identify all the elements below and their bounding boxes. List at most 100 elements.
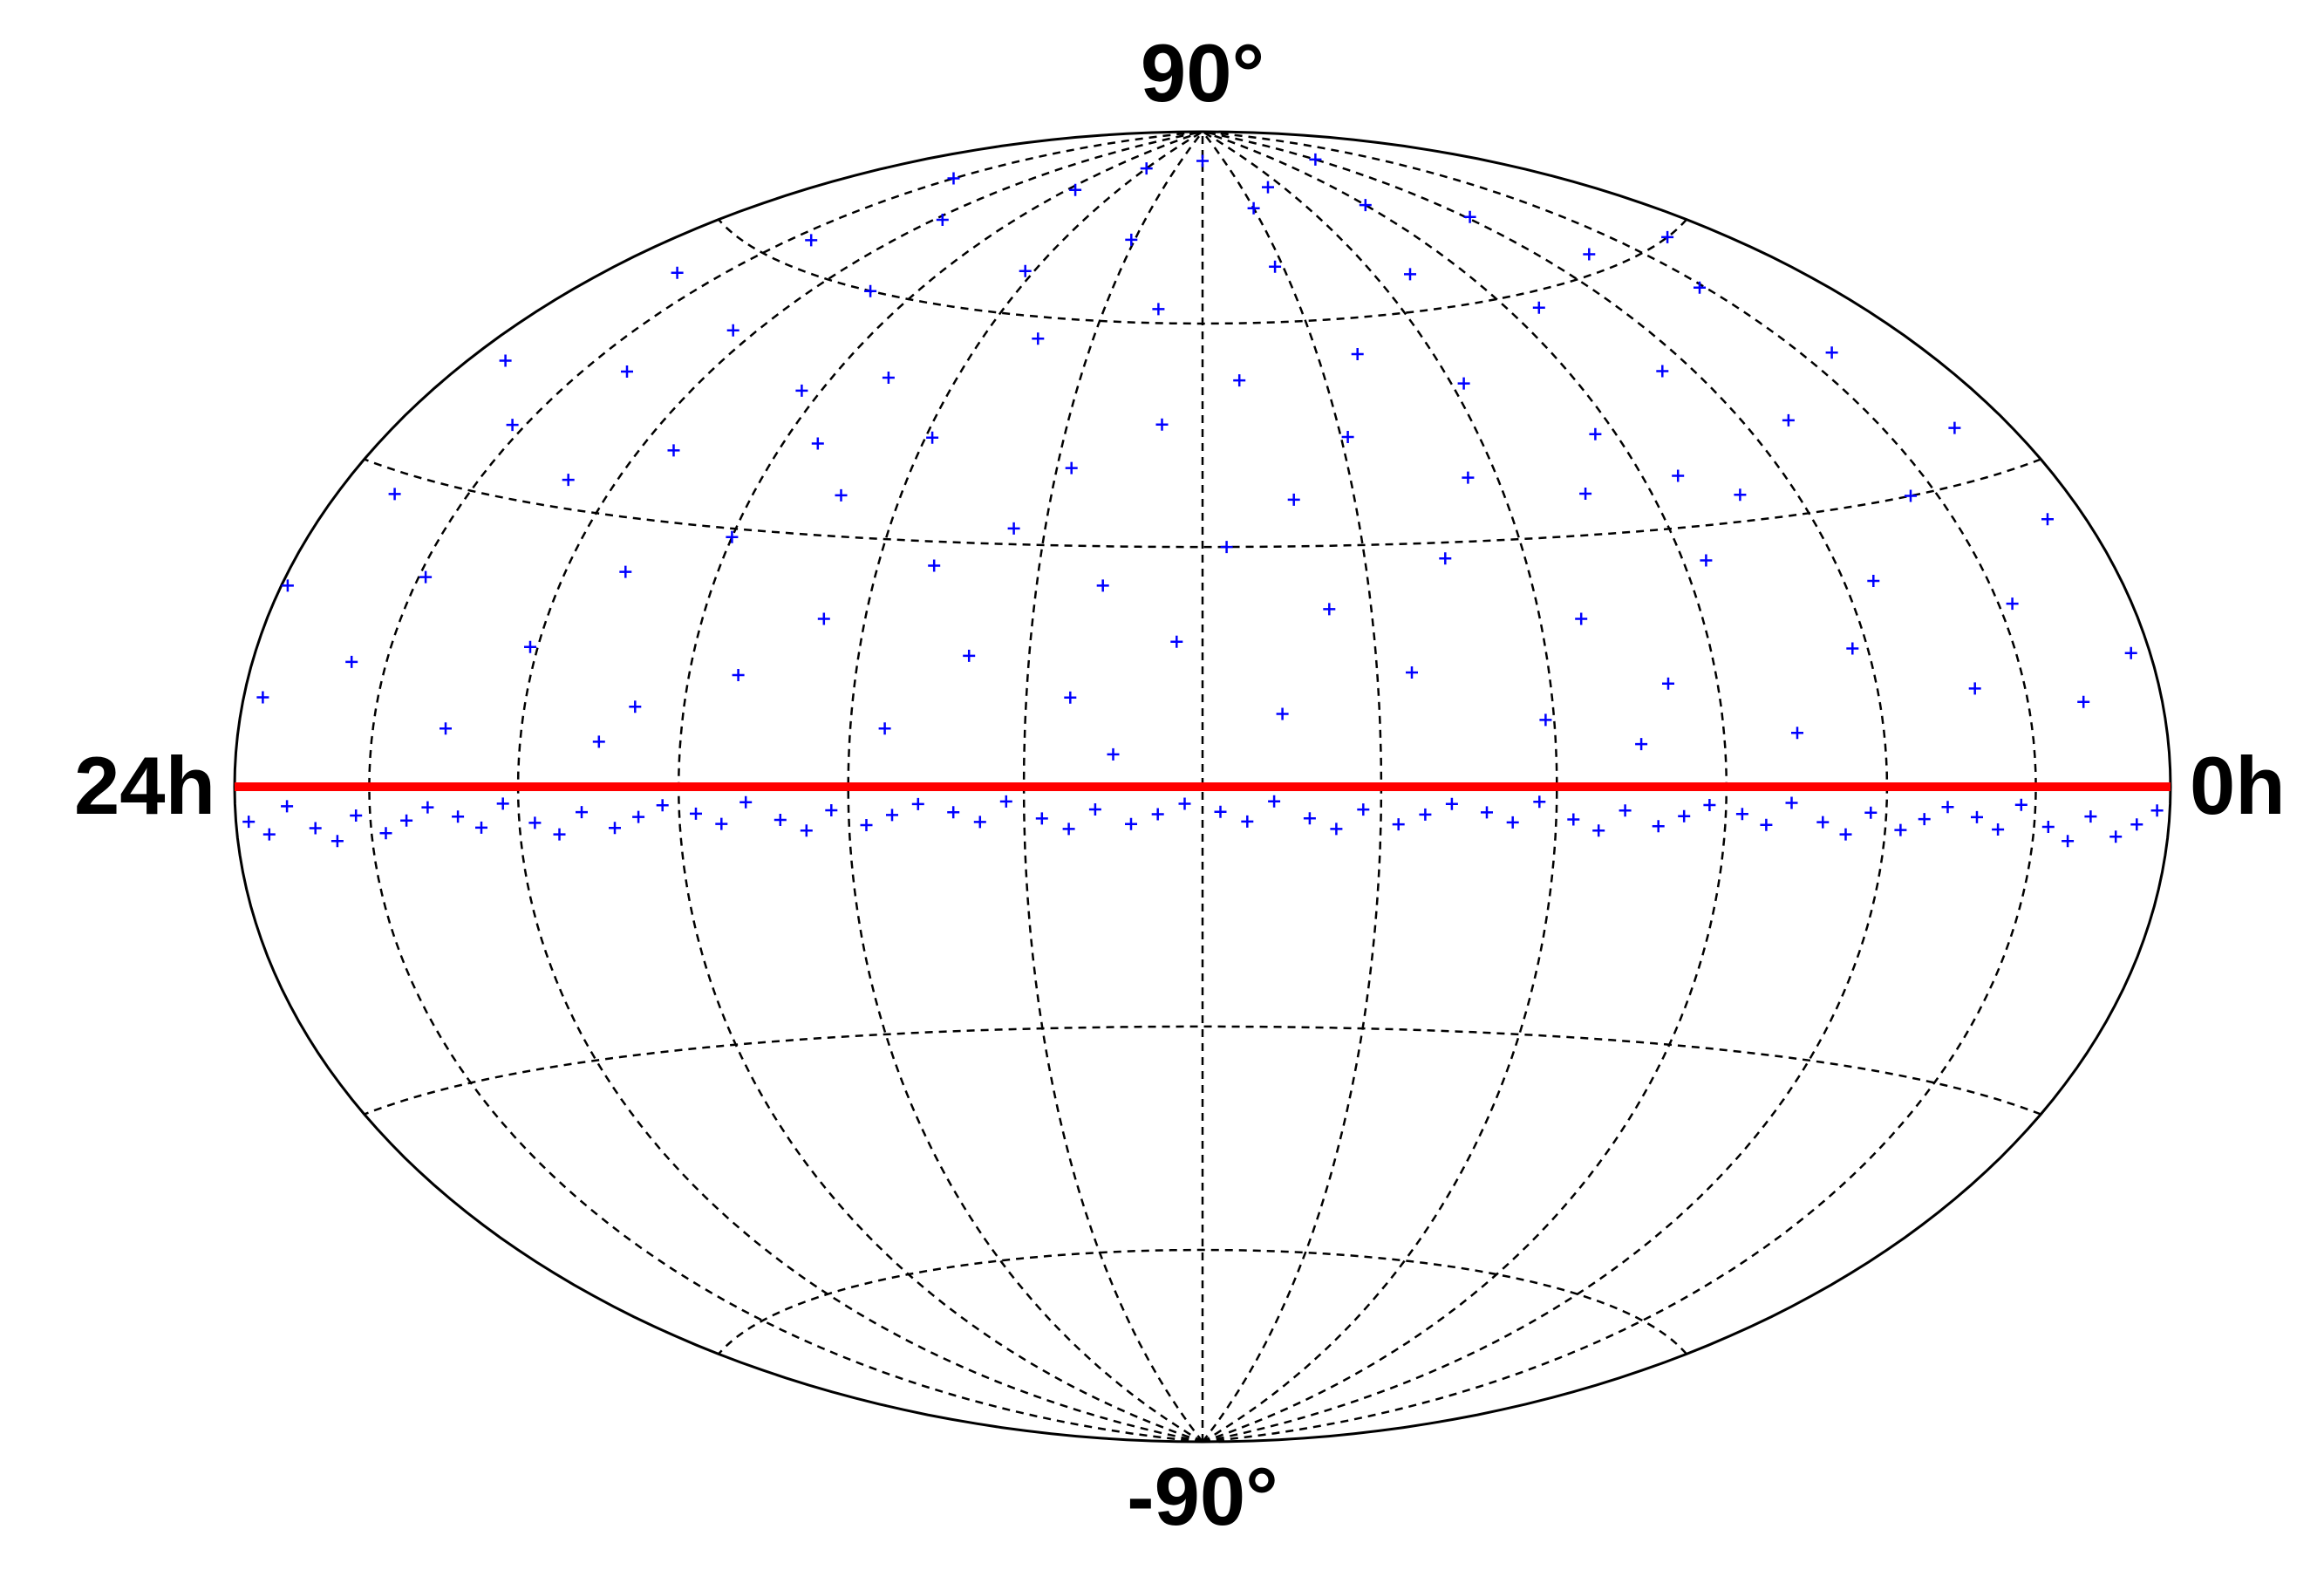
marker <box>1357 803 1370 816</box>
marker <box>1656 365 1669 378</box>
marker <box>1125 233 1138 246</box>
marker <box>1579 488 1592 500</box>
marker <box>1069 183 1082 196</box>
marker <box>1140 162 1153 175</box>
marker <box>345 655 358 668</box>
marker <box>281 800 294 813</box>
marker <box>936 214 949 226</box>
marker <box>671 266 684 279</box>
marker <box>1359 199 1372 212</box>
marker <box>1247 201 1260 215</box>
marker <box>1575 612 1588 625</box>
marker <box>1635 738 1648 751</box>
marker <box>331 835 344 848</box>
marker <box>1481 806 1493 819</box>
marker <box>1439 552 1452 565</box>
marker <box>1019 264 1032 277</box>
marker <box>562 474 575 487</box>
marker <box>1457 377 1470 390</box>
marker <box>1287 493 1300 506</box>
marker <box>1506 816 1519 829</box>
marker <box>1096 579 1109 592</box>
marker <box>947 806 960 819</box>
marker <box>2006 597 2019 611</box>
marker <box>1276 707 1289 720</box>
marker <box>350 809 363 822</box>
marker <box>1125 817 1137 830</box>
marker <box>1241 815 1254 828</box>
marker <box>1406 666 1418 679</box>
marker <box>256 691 269 704</box>
marker <box>886 809 898 822</box>
marker <box>656 799 669 812</box>
marker <box>1846 642 1859 655</box>
marker <box>1445 797 1458 810</box>
marker <box>1968 682 1981 695</box>
marker <box>242 816 256 829</box>
marker <box>1392 818 1405 831</box>
marker <box>739 795 753 809</box>
marker <box>1652 820 1665 833</box>
marker <box>1839 828 1852 841</box>
marker <box>2109 830 2123 843</box>
marker <box>690 807 702 820</box>
parallel <box>364 1025 2041 1116</box>
marker <box>811 437 824 450</box>
marker <box>1567 813 1580 826</box>
marker <box>419 570 433 584</box>
marker <box>1233 374 1246 387</box>
marker <box>1262 181 1274 194</box>
marker <box>2124 646 2137 659</box>
marker <box>732 669 745 681</box>
marker <box>632 810 645 823</box>
marker <box>1661 230 1674 243</box>
marker <box>2077 695 2090 708</box>
marker <box>1592 824 1605 837</box>
meridian <box>847 130 1203 1444</box>
marker <box>835 488 848 502</box>
marker <box>1268 795 1281 808</box>
marker <box>629 700 642 713</box>
marker <box>1703 799 1716 811</box>
marker <box>592 735 605 748</box>
marker <box>309 822 322 835</box>
marker <box>667 444 680 457</box>
marker <box>1155 418 1169 431</box>
marker <box>1533 795 1546 809</box>
marker <box>726 530 739 543</box>
marker <box>2150 804 2164 817</box>
marker <box>1672 469 1685 482</box>
marker <box>928 559 941 572</box>
marker <box>1782 413 1795 427</box>
marker <box>1035 812 1048 825</box>
marker <box>576 806 588 819</box>
marker <box>1948 421 1961 434</box>
marker <box>795 384 808 397</box>
marker <box>2130 818 2143 831</box>
marker <box>388 488 401 501</box>
marker <box>2062 835 2075 848</box>
marker <box>1303 812 1316 825</box>
marker <box>878 722 891 735</box>
marker <box>2041 513 2054 526</box>
marker <box>1760 818 1773 831</box>
marker <box>1341 431 1354 443</box>
marker <box>499 354 512 367</box>
marker <box>963 649 976 662</box>
marker <box>475 821 487 834</box>
marker <box>1992 823 2005 836</box>
marker <box>1462 471 1475 484</box>
marker <box>1700 554 1713 567</box>
marker <box>1905 489 1917 502</box>
marker <box>1825 346 1838 359</box>
marker <box>262 828 276 841</box>
marker <box>805 234 818 247</box>
marker <box>1178 797 1191 810</box>
marker <box>2041 821 2055 833</box>
marker <box>1220 541 1233 554</box>
marker <box>800 824 813 837</box>
marker <box>726 324 739 337</box>
marker <box>1735 808 1748 821</box>
marker <box>1107 747 1120 761</box>
